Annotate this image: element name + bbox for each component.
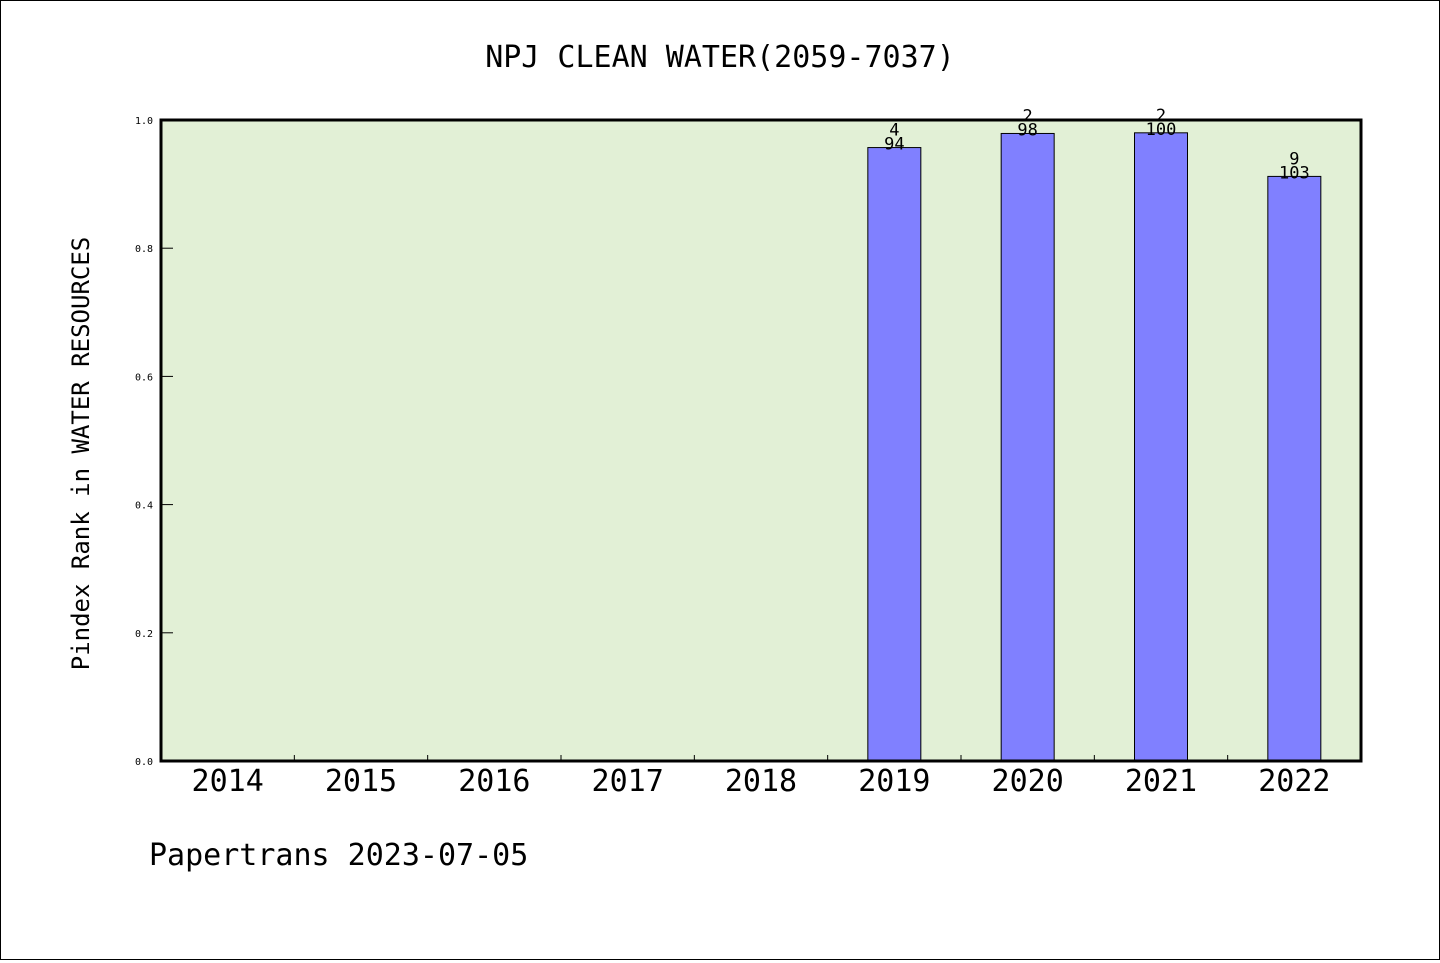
bar-2021 (1134, 132, 1188, 762)
bar-total-label: 98 (1017, 120, 1037, 140)
bar-2020 (1000, 132, 1055, 762)
bar-total-label: 94 (884, 135, 904, 155)
y-axis-ticks: 0.0 0.2 0.4 0.6 0.8 1.0 (135, 116, 173, 768)
x-axis-ticks: 2014 2015 2016 2017 2018 2019 2020 2021 2022 (192, 755, 1330, 799)
bar-total-label: 100 (1146, 120, 1177, 140)
x-tick-label: 2014 (192, 764, 264, 799)
x-tick-label: 2021 (1125, 764, 1197, 799)
y-tick-label: 1.0 (135, 116, 153, 127)
chart-title: NPJ CLEAN WATER(2059-7037) (485, 40, 955, 75)
x-tick-label: 2020 (992, 764, 1064, 799)
x-tick-label: 2015 (325, 764, 397, 799)
y-axis-label: Pindex Rank in WATER RESOURCES (67, 237, 95, 670)
bar-rank-label: 9 (1289, 149, 1299, 169)
bar-total-label: 103 (1279, 163, 1310, 183)
y-tick-label: 0.8 (135, 244, 153, 255)
bars-group (867, 132, 1322, 762)
x-tick-label: 2019 (858, 764, 930, 799)
x-tick-label: 2016 (458, 764, 530, 799)
y-tick-label: 0.2 (135, 629, 153, 640)
bar-rank-label: 4 (889, 121, 899, 141)
y-tick-label: 0.0 (135, 757, 153, 768)
x-tick-label: 2017 (592, 764, 664, 799)
footer-credit: Papertrans 2023-07-05 (149, 838, 528, 873)
plot-border (159, 118, 1363, 763)
y-tick-label: 0.4 (135, 501, 153, 512)
bar-2019 (867, 147, 922, 762)
x-tick-label: 2022 (1258, 764, 1330, 799)
y-tick-label: 0.6 (135, 372, 153, 383)
x-tick-label: 2018 (725, 764, 797, 799)
bar-2022 (1267, 175, 1322, 762)
bar-rank-label: 2 (1156, 106, 1166, 126)
bar-rank-label: 2 (1023, 106, 1033, 126)
